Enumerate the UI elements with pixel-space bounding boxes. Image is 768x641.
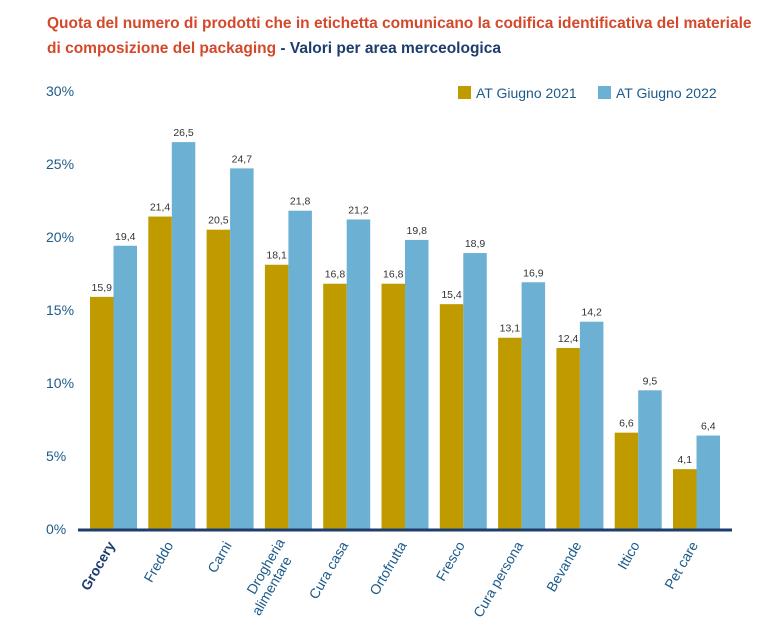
bar (113, 245, 137, 529)
y-tick-label: 5% (46, 448, 66, 464)
bar (323, 283, 347, 529)
bar (346, 219, 371, 530)
data-label: 19,4 (115, 231, 136, 243)
bar (498, 337, 522, 529)
legend-label: AT Giugno 2021 (476, 85, 577, 101)
x-tick-label: Cura persona (470, 538, 526, 620)
data-label: 19,8 (407, 225, 428, 237)
data-label: 21,8 (290, 196, 311, 208)
bar (148, 216, 172, 529)
chart-title-main: Quota del numero di prodotti che in etic… (47, 15, 752, 57)
data-label: 16,8 (325, 269, 346, 281)
bar (288, 210, 312, 529)
data-label: 4,1 (677, 454, 692, 466)
y-tick-label: 30% (46, 83, 74, 99)
bar (439, 304, 464, 529)
data-label: 18,1 (266, 250, 287, 262)
y-tick-label: 15% (46, 302, 74, 318)
y-tick-label: 25% (46, 156, 74, 172)
data-label: 14,2 (581, 307, 602, 319)
x-tick-label: Freddo (140, 538, 176, 585)
data-label: 21,4 (150, 202, 171, 214)
data-label: 24,7 (232, 153, 253, 165)
x-tick-label: Grocery (77, 538, 118, 593)
data-label: 12,4 (558, 333, 579, 345)
bar (405, 239, 429, 530)
data-label: 15,9 (92, 282, 113, 294)
bar (381, 283, 405, 529)
data-label: 9,5 (643, 375, 658, 387)
y-tick-label: 0% (46, 521, 66, 537)
data-label: 13,1 (500, 323, 521, 335)
data-label: 6,4 (701, 421, 716, 433)
data-label: 16,8 (383, 269, 404, 281)
data-label: 21,2 (348, 204, 369, 216)
bar (463, 253, 487, 529)
data-label: 26,5 (173, 127, 194, 139)
bar (614, 432, 639, 529)
data-label: 15,4 (441, 289, 462, 301)
y-tick-label: 10% (46, 375, 74, 391)
data-label: 18,9 (465, 238, 486, 250)
legend-label: AT Giugno 2022 (616, 85, 717, 101)
x-tick-label: Ittico (614, 538, 643, 572)
x-tick-label: Fresco (433, 538, 468, 583)
data-label: 16,9 (523, 267, 544, 279)
x-tick-label: Pet care (661, 538, 701, 591)
x-tick-label: Bevande (543, 538, 585, 594)
x-tick-label: Ortofrutta (366, 538, 410, 597)
bar (230, 168, 254, 529)
bar (171, 142, 196, 529)
legend-swatch (598, 86, 611, 99)
bar (521, 282, 546, 529)
bar (696, 435, 720, 529)
y-tick-label: 20% (46, 229, 74, 245)
x-tick-label: Drogheriaalimentare (235, 535, 301, 618)
chart-subtitle: Valori per area merceologica (289, 40, 501, 57)
chart-title: Quota del numero di prodotti che in etic… (47, 11, 767, 61)
data-label: 6,6 (619, 418, 634, 430)
bar (206, 229, 231, 529)
bar (638, 390, 662, 529)
bar (90, 296, 114, 529)
legend-swatch (458, 86, 471, 99)
bar (673, 469, 697, 529)
data-label: 20,5 (208, 215, 229, 227)
bar (579, 321, 604, 529)
bar (264, 264, 289, 529)
chart-title-separator: - (276, 40, 290, 57)
bar (556, 347, 580, 529)
x-tick-label: Carni (204, 539, 235, 576)
x-tick-label: Cura casa (306, 538, 352, 601)
